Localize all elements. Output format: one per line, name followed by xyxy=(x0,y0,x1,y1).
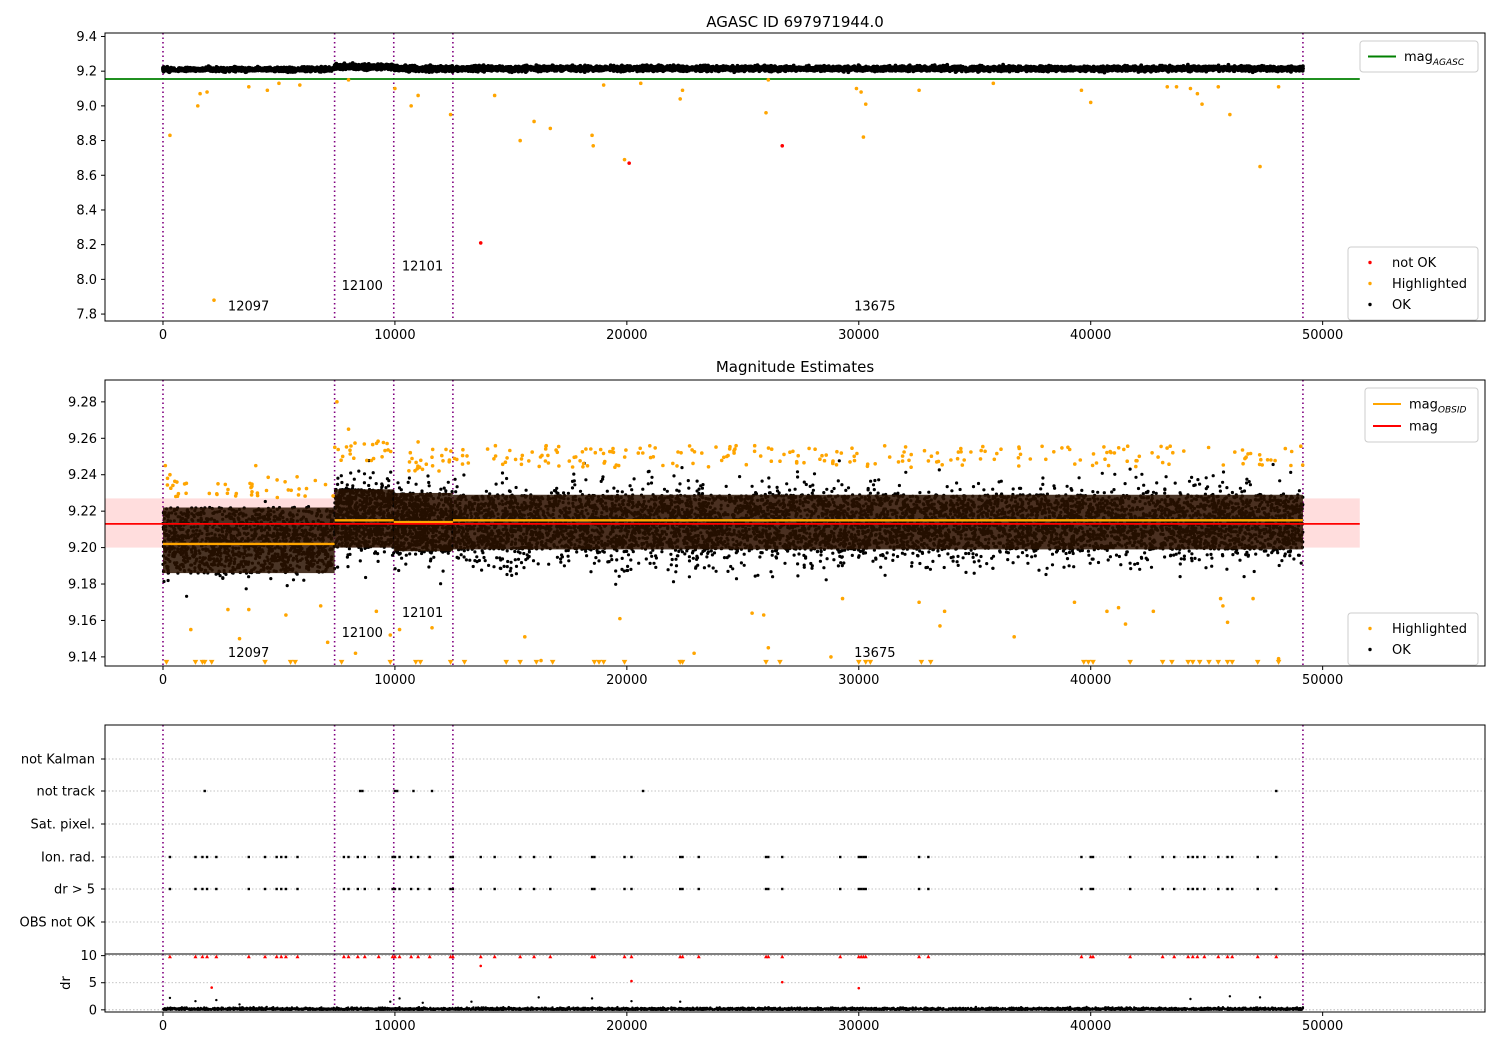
ok-point xyxy=(183,66,188,71)
ok-point xyxy=(351,63,356,68)
ok-point xyxy=(400,66,405,71)
ok-point xyxy=(372,66,377,70)
agasc-magnitude-chart: AGASC ID 697971944.0 1209712100121011367… xyxy=(76,13,1486,343)
ok-point xyxy=(233,66,238,71)
ok-point xyxy=(211,68,216,72)
ok-point xyxy=(383,64,388,69)
ok-point xyxy=(239,68,244,73)
ok-point xyxy=(294,67,298,72)
ok-point xyxy=(216,67,220,72)
ok-point xyxy=(431,67,436,72)
ok-point xyxy=(387,66,392,71)
ok-point xyxy=(362,65,367,70)
ok-point xyxy=(414,65,419,70)
ok-point xyxy=(194,68,199,73)
ok-point xyxy=(327,68,332,72)
ok-point xyxy=(346,66,351,71)
ok-point xyxy=(197,68,202,73)
ok-point xyxy=(424,65,429,69)
ok-point xyxy=(439,65,443,70)
ok-point xyxy=(298,66,303,71)
ok-point xyxy=(355,65,360,69)
ok-point xyxy=(206,64,211,69)
ok-point xyxy=(276,67,280,72)
ok-point xyxy=(172,67,177,72)
ok-point xyxy=(395,65,400,69)
agasc-chart-title: AGASC ID 697971944.0 xyxy=(706,13,884,31)
ok-point xyxy=(244,67,249,72)
ok-point xyxy=(315,67,320,72)
ok-point xyxy=(405,66,409,71)
ok-point xyxy=(180,68,185,73)
ok-point xyxy=(168,66,173,71)
ok-point xyxy=(307,67,312,71)
ok-point xyxy=(188,68,193,72)
ok-point xyxy=(367,65,371,69)
ok-point xyxy=(287,65,292,70)
ok-point xyxy=(334,65,339,69)
ok-point xyxy=(266,66,271,71)
ok-point xyxy=(321,65,325,70)
ok-point xyxy=(226,68,231,73)
ok-point xyxy=(281,67,285,72)
ok-point xyxy=(447,67,452,72)
ok-point xyxy=(257,67,262,72)
ok-point xyxy=(202,67,207,71)
ok-point xyxy=(338,64,343,69)
ok-point xyxy=(417,69,421,74)
ok-point xyxy=(248,66,253,71)
ok-point xyxy=(221,65,226,70)
ok-point xyxy=(409,67,413,72)
